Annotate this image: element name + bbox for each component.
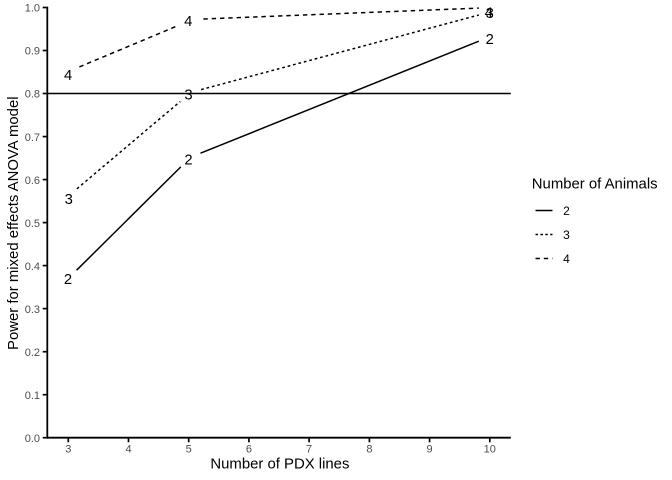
svg-text:0.8: 0.8 <box>25 89 40 101</box>
svg-text:3: 3 <box>563 228 570 242</box>
svg-text:7: 7 <box>306 443 312 455</box>
svg-text:5: 5 <box>186 443 192 455</box>
svg-text:0.4: 0.4 <box>25 261 40 273</box>
svg-text:Number of Animals: Number of Animals <box>532 177 658 193</box>
svg-text:10: 10 <box>484 443 496 455</box>
svg-text:3: 3 <box>65 192 73 208</box>
svg-text:4: 4 <box>64 68 72 84</box>
svg-text:4: 4 <box>563 252 570 266</box>
svg-text:4: 4 <box>184 14 192 30</box>
svg-text:4: 4 <box>125 443 131 455</box>
svg-text:0.9: 0.9 <box>25 46 40 58</box>
svg-text:0.2: 0.2 <box>25 347 40 359</box>
svg-text:2: 2 <box>64 272 72 288</box>
svg-text:4: 4 <box>485 6 493 22</box>
svg-text:2: 2 <box>563 204 570 218</box>
svg-text:0.5: 0.5 <box>25 218 40 230</box>
svg-text:0.7: 0.7 <box>25 132 40 144</box>
svg-text:2: 2 <box>184 153 192 169</box>
svg-text:9: 9 <box>427 443 433 455</box>
svg-text:6: 6 <box>246 443 252 455</box>
svg-text:3: 3 <box>486 6 494 22</box>
svg-text:3: 3 <box>184 87 192 103</box>
svg-text:0.1: 0.1 <box>25 390 40 402</box>
svg-text:Number of PDX lines: Number of PDX lines <box>210 457 349 473</box>
svg-text:2: 2 <box>486 32 494 48</box>
svg-text:3: 3 <box>65 443 71 455</box>
svg-text:1.0: 1.0 <box>25 3 40 15</box>
svg-text:0.3: 0.3 <box>25 304 40 316</box>
svg-text:Power for mixed effects ANOVA: Power for mixed effects ANOVA model <box>6 96 22 350</box>
svg-text:0.0: 0.0 <box>25 433 40 445</box>
svg-text:8: 8 <box>366 443 372 455</box>
svg-text:0.6: 0.6 <box>25 175 40 187</box>
